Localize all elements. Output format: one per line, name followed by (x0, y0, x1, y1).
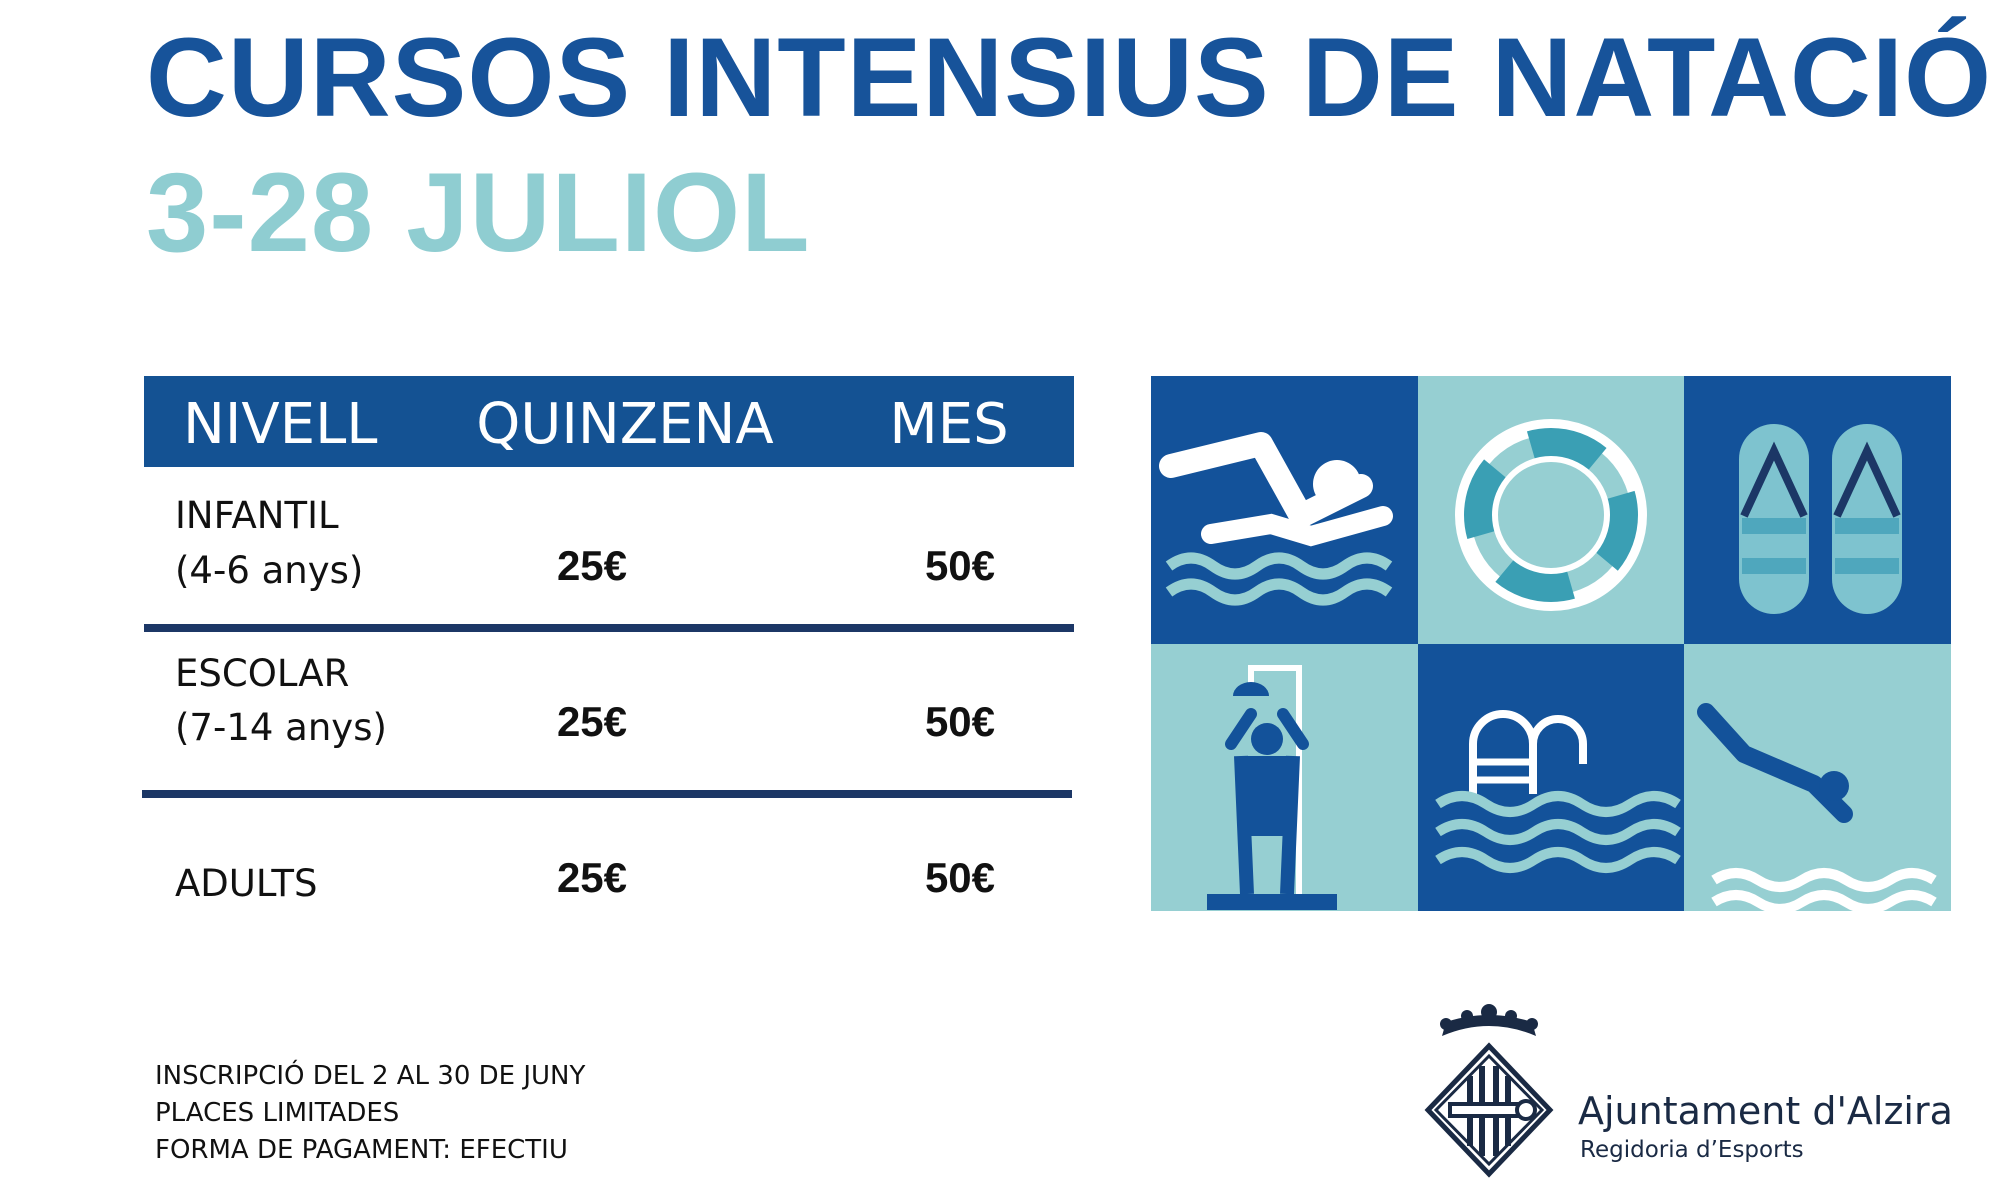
column-header: NIVELL (183, 392, 378, 457)
note: FORMA DE PAGAMENT: EFECTIU (155, 1135, 568, 1165)
lifebuoy-icon (1455, 419, 1647, 611)
price-month: 50€ (925, 698, 995, 745)
organization-name: Ajuntament d'Alzira (1578, 1089, 1953, 1133)
level-label: (7-14 anys) (175, 706, 387, 749)
level-label: ESCOLAR (175, 652, 349, 695)
diver-icon (1697, 703, 1937, 914)
column-header: MES (889, 392, 1008, 457)
column-header: QUINZENA (476, 392, 773, 457)
department-name: Regidoria d’Esports (1580, 1137, 1804, 1163)
price-month: 50€ (925, 854, 995, 901)
level-label: (4-6 anys) (175, 549, 363, 592)
level-label: ADULTS (175, 862, 318, 905)
pool-icon (1435, 710, 1681, 873)
row-separator (144, 624, 1074, 632)
note: PLACES LIMITADES (155, 1098, 399, 1128)
flipflops-icon (1739, 424, 1902, 614)
price-fortnight: 25€ (557, 698, 627, 745)
table-body: INFANTIL (4-6 anys) 25€ 50€ ESCOLAR (7-14 any… (175, 494, 995, 905)
level-label: INFANTIL (175, 494, 339, 537)
shower-icon (1207, 665, 1337, 910)
title: CURSOS INTENSIUS DE NATACIÓ (146, 15, 1992, 140)
swimmer-icon (1159, 432, 1393, 606)
icon-grid (1151, 376, 1951, 914)
price-month: 50€ (925, 542, 995, 589)
table-header-bar (144, 376, 1074, 467)
icon-cell (1418, 644, 1684, 911)
note: INSCRIPCIÓ DEL 2 AL 30 DE JUNY (155, 1059, 585, 1091)
crest (1424, 1004, 1554, 1178)
row-separator (142, 790, 1072, 798)
subtitle: 3-28 JULIOL (146, 150, 811, 275)
icon-cell (1684, 376, 1951, 644)
price-fortnight: 25€ (557, 542, 627, 589)
price-fortnight: 25€ (557, 854, 627, 901)
